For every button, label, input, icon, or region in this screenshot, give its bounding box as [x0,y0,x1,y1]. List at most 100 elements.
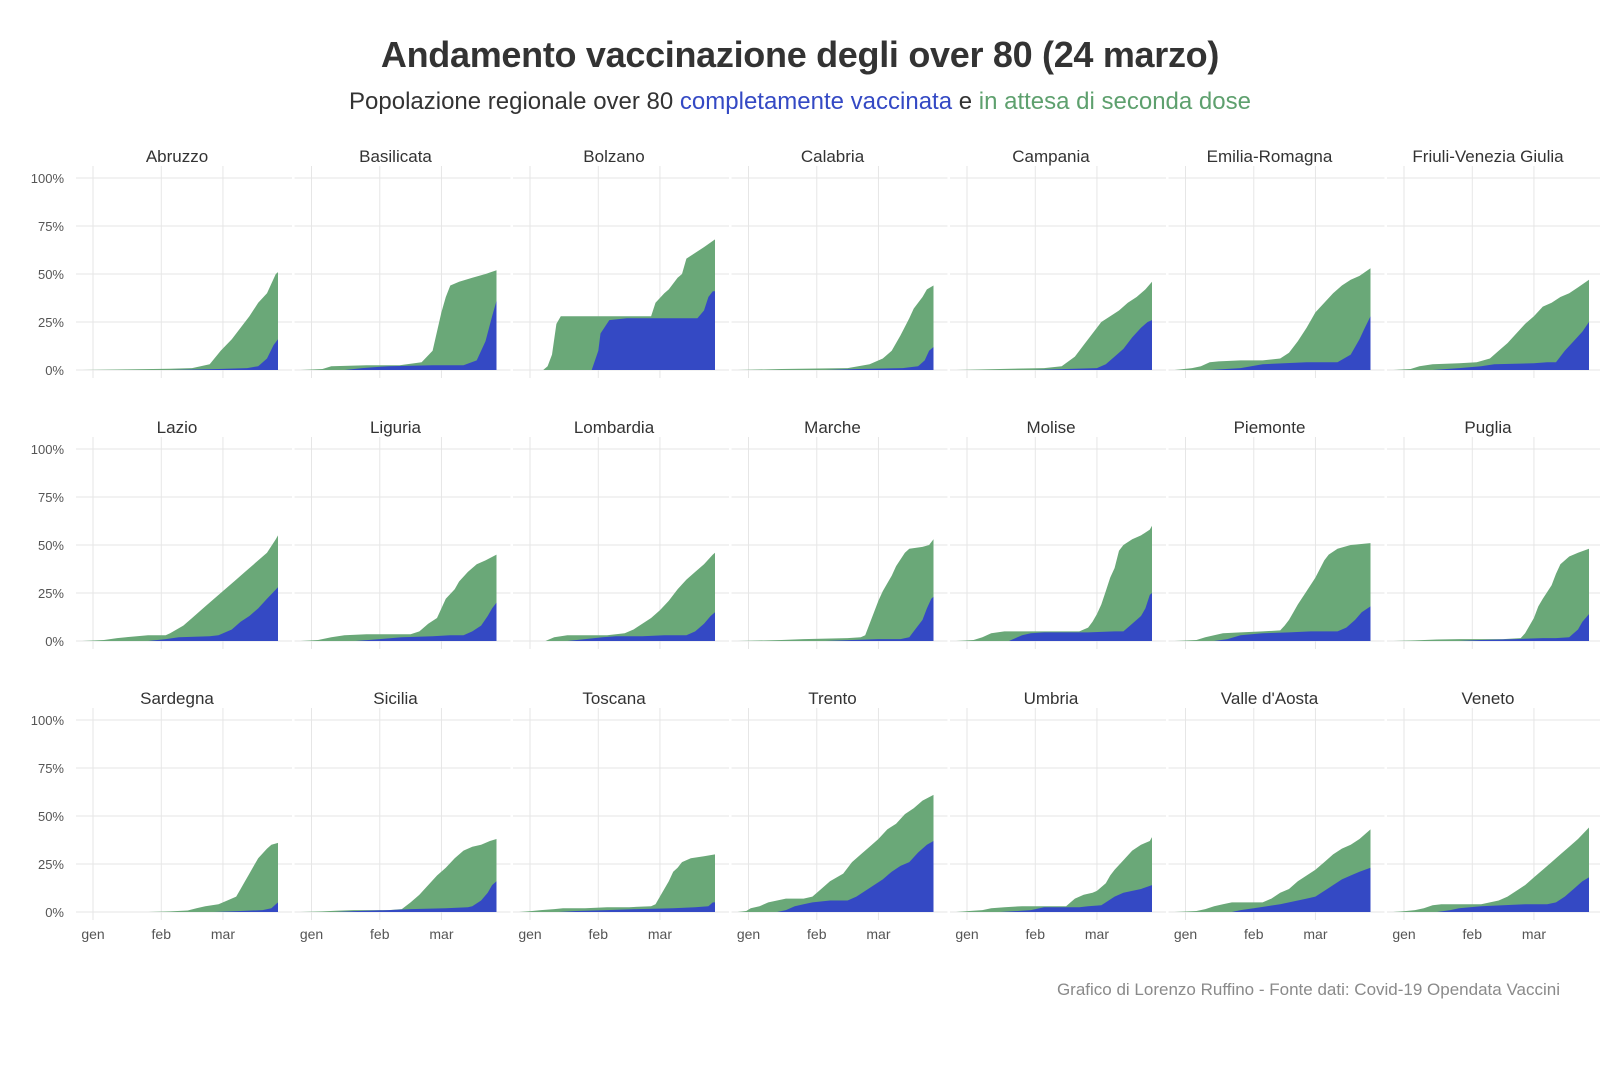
area-pending-second-dose [519,552,715,641]
area-pending-second-dose [737,539,934,641]
x-tick-label: gen [955,926,978,942]
panel-title: Friuli-Venezia Giulia [1412,147,1564,166]
panel-title: Valle d'Aosta [1221,689,1319,708]
y-tick-label: 75% [38,761,64,776]
area-completed [956,320,1152,370]
panel-title: Emilia-Romagna [1207,147,1333,166]
area-pending-second-dose [956,281,1152,370]
panel-toscana: Toscana gen feb mar [513,689,729,942]
source-caption: Grafico di Lorenzo Ruffino - Fonte dati:… [1056,980,1560,999]
panel-abruzzo: Abruzzo 0% 25% 50% 75% 100% [31,147,292,378]
area-pending-second-dose [300,554,497,641]
y-tick-label: 50% [38,538,64,553]
chart-subtitle: Popolazione regionale over 80 completame… [0,88,1600,116]
y-tick-label: 0% [45,634,64,649]
x-tick-label: gen [737,926,760,942]
panel-lazio: Lazio 0% 25% 50% 75% 100% [31,418,292,649]
area-completed [519,612,715,641]
x-tick-label: mar [648,926,672,942]
panel-campania: Campania [950,147,1166,378]
y-tick-label: 25% [38,315,64,330]
area-completed [82,587,278,641]
panel-title: Marche [804,418,861,437]
panel-molise: Molise [950,418,1166,649]
panel-marche: Marche [731,418,948,649]
area-pending-second-dose [737,285,934,370]
subtitle-prefix: Popolazione regionale over 80 [349,88,680,115]
chart-title: Andamento vaccinazione degli over 80 (24… [380,34,1220,75]
area-pending-second-dose [956,525,1152,641]
area-pending-second-dose [1174,829,1371,912]
panel-title: Bolzano [583,147,644,166]
area-pending-second-dose [1174,543,1371,641]
area-pending-second-dose [82,535,278,641]
panel-title: Campania [1012,147,1090,166]
x-tick-label: mar [211,926,235,942]
area-completed [82,902,278,912]
x-tick-label: gen [1392,926,1415,942]
x-tick-label: feb [1244,926,1264,942]
panel-title: Toscana [582,689,646,708]
panel-umbria: Umbria gen feb mar [950,689,1166,942]
y-tick-label: 50% [38,267,64,282]
panel-basilicata: Basilicata [294,147,511,378]
panel-friuli-venezia-giulia: Friuli-Venezia Giulia [1387,147,1600,378]
y-tick-label: 100% [31,171,65,186]
x-tick-label: feb [370,926,390,942]
panel-valle-d-aosta: Valle d'Aosta gen feb mar [1168,689,1385,942]
area-pending-second-dose [1393,279,1589,370]
panel-title: Sicilia [373,689,418,708]
area-completed [956,593,1152,641]
subtitle-completed: completamente vaccinata [679,88,953,115]
panel-title: Lazio [157,418,198,437]
area-completed [519,902,715,912]
panel-bolzano: Bolzano [513,147,729,378]
area-completed [1174,316,1371,370]
panel-sicilia: Sicilia gen feb mar [294,689,511,942]
area-completed [1393,877,1589,912]
area-completed [1393,614,1589,641]
panel-title: Puglia [1464,418,1512,437]
panel-title: Liguria [370,418,422,437]
x-tick-label: mar [1303,926,1327,942]
area-completed [300,602,497,641]
x-tick-label: feb [1463,926,1483,942]
panel-emilia-romagna: Emilia-Romagna [1168,147,1385,378]
area-completed [82,339,278,370]
area-pending-second-dose [1393,548,1589,641]
area-pending-second-dose [300,270,497,370]
area-pending-second-dose [82,272,278,370]
x-tick-label: feb [1026,926,1046,942]
x-tick-label: gen [518,926,541,942]
x-tick-label: gen [300,926,323,942]
x-tick-label: mar [866,926,890,942]
area-completed [1174,867,1371,912]
panel-sardegna: Sardegna 0% 25% 50% 75% 100% gen feb mar [31,689,292,942]
panel-title: Calabria [801,147,865,166]
area-pending-second-dose [1393,827,1589,912]
panel-trento: Trento gen feb mar [731,689,948,942]
area-pending-second-dose [956,837,1152,912]
panel-title: Basilicata [359,147,432,166]
area-pending-second-dose [1174,268,1371,370]
y-tick-label: 0% [45,363,64,378]
panel-title: Sardegna [140,689,214,708]
area-completed [956,885,1152,912]
panel-piemonte: Piemonte [1168,418,1385,649]
x-tick-label: gen [1174,926,1197,942]
area-completed [1174,606,1371,641]
area-completed [1393,322,1589,370]
y-tick-label: 25% [38,857,64,872]
x-tick-label: feb [152,926,172,942]
panel-title: Trento [808,689,857,708]
y-tick-label: 100% [31,713,65,728]
panel-title: Abruzzo [146,147,208,166]
area-completed [737,841,934,912]
x-tick-label: feb [589,926,609,942]
area-pending-second-dose [519,854,715,912]
subtitle-middle: e [952,88,979,115]
subtitle-pending: in attesa di seconda dose [978,88,1251,115]
y-tick-label: 75% [38,490,64,505]
area-completed [300,300,497,370]
